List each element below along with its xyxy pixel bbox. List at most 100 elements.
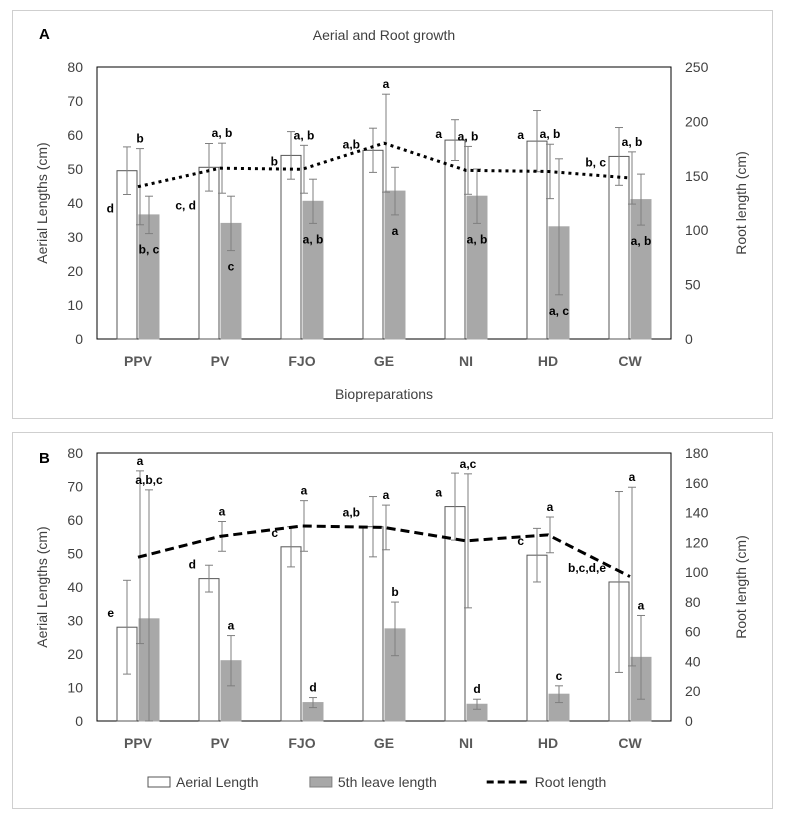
y2-tick-label: 0 bbox=[685, 331, 693, 347]
aerial-error-bar bbox=[451, 119, 459, 161]
leave-letter: c bbox=[556, 669, 563, 683]
root-letter: a bbox=[301, 484, 308, 498]
aerial-letter: b bbox=[271, 154, 278, 168]
aerial-error-bar bbox=[369, 127, 377, 173]
aerial-error-bar bbox=[123, 146, 131, 195]
x-tick-label: PV bbox=[211, 735, 230, 751]
leave-error-bar bbox=[309, 697, 317, 709]
aerial-letter: c bbox=[517, 534, 524, 548]
y2-tick-label: 60 bbox=[685, 624, 701, 640]
leave-error-bar bbox=[391, 601, 399, 657]
root-error-bar bbox=[628, 486, 636, 667]
leave-letter: a, b bbox=[303, 232, 324, 246]
x-tick-label: CW bbox=[618, 353, 642, 369]
y2-tick-label: 200 bbox=[685, 113, 709, 129]
x-tick-label: CW bbox=[618, 735, 642, 751]
y-tick-label: 40 bbox=[67, 195, 83, 211]
y2-tick-label: 100 bbox=[685, 222, 709, 238]
y-tick-label: 40 bbox=[67, 579, 83, 595]
chart-a-svg: A Aerial and Root growth 0 10 20 30 40 50 60 70 80… bbox=[34, 26, 749, 402]
aerial-length-bar bbox=[198, 166, 220, 340]
y-tick-label: 0 bbox=[75, 331, 83, 347]
y2-axis-label: Root length (cm) bbox=[733, 151, 749, 254]
x-tick-label: GE bbox=[374, 353, 394, 369]
y2-tick-label: 160 bbox=[685, 475, 709, 491]
x-tick-label: HD bbox=[538, 353, 558, 369]
y2-tick-label: 250 bbox=[685, 59, 709, 75]
root-letter: b bbox=[136, 132, 143, 146]
leave-error-bar bbox=[145, 489, 153, 722]
leave-error-bar bbox=[227, 195, 235, 252]
legend-label: 5th leave length bbox=[338, 774, 437, 790]
leave-letter: b, c bbox=[139, 243, 160, 257]
y-tick-label: 10 bbox=[67, 680, 83, 696]
aerial-letter: b, c bbox=[585, 155, 606, 169]
leave-letter: d bbox=[473, 682, 480, 696]
leave-error-bar bbox=[473, 698, 481, 710]
y2-tick-label: 140 bbox=[685, 505, 709, 521]
y-axis-label: Aerial Lengths (cm) bbox=[34, 142, 50, 263]
y-tick-label: 60 bbox=[67, 512, 83, 528]
root-letter: a, b bbox=[622, 135, 643, 149]
aerial-length-bar bbox=[280, 154, 302, 340]
y-tick-label: 20 bbox=[67, 263, 83, 279]
leave-error-bar bbox=[309, 178, 317, 224]
leave-letter: b bbox=[391, 585, 398, 599]
aerial-letter: b,c,d,e bbox=[568, 561, 606, 575]
root-letter: a bbox=[137, 454, 144, 468]
aerial-error-bar bbox=[205, 143, 213, 192]
aerial-letter: a bbox=[517, 128, 524, 142]
root-error-bar bbox=[628, 151, 636, 205]
leave-letter: a, b bbox=[631, 234, 652, 248]
leave-error-bar bbox=[555, 685, 563, 704]
root-error-bar bbox=[464, 473, 472, 609]
aerial-length-bar bbox=[116, 170, 138, 340]
aerial-length-bar bbox=[280, 546, 302, 722]
plot-frame bbox=[96, 66, 672, 340]
leave-letter: a bbox=[392, 224, 399, 238]
panel-label: A bbox=[39, 26, 50, 43]
leave-letter: a, b bbox=[467, 232, 488, 246]
y-tick-label: 0 bbox=[75, 713, 83, 729]
y-tick-label: 70 bbox=[67, 479, 83, 495]
y-tick-label: 30 bbox=[67, 613, 83, 629]
y-tick-label: 50 bbox=[67, 161, 83, 177]
leave-error-bar bbox=[391, 166, 399, 216]
aerial-length-bar bbox=[362, 149, 384, 340]
y-tick-label: 80 bbox=[67, 445, 83, 461]
aerial-letter: c, d bbox=[175, 198, 196, 212]
legend-swatch bbox=[147, 776, 171, 788]
aerial-error-bar bbox=[123, 579, 131, 675]
legend-label: Aerial Length bbox=[176, 774, 259, 790]
leave-letter: a,b,c bbox=[135, 473, 163, 487]
y-tick-label: 50 bbox=[67, 546, 83, 562]
leave-error-bar bbox=[227, 635, 235, 687]
y-tick-label: 60 bbox=[67, 127, 83, 143]
aerial-error-bar bbox=[615, 491, 623, 673]
root-letter: a bbox=[383, 488, 390, 502]
aerial-letter: a bbox=[435, 486, 442, 500]
chart-panel-a: A Aerial and Root growth 0 10 20 30 40 50 60 70 80… bbox=[12, 10, 773, 419]
root-error-bar bbox=[464, 145, 472, 195]
x-axis-label: Biopreparations bbox=[335, 386, 433, 402]
root-letter: a, b bbox=[458, 129, 479, 143]
chart-title: Aerial and Root growth bbox=[313, 27, 455, 43]
root-letter: a bbox=[547, 500, 554, 514]
y-tick-label: 30 bbox=[67, 229, 83, 245]
leave-error-bar bbox=[637, 614, 645, 700]
x-tick-label: NI bbox=[459, 353, 473, 369]
leave-error-bar bbox=[145, 195, 153, 235]
y2-tick-label: 100 bbox=[685, 564, 709, 580]
aerial-error-bar bbox=[533, 527, 541, 583]
x-tick-label: HD bbox=[538, 735, 558, 751]
x-tick-label: GE bbox=[374, 735, 394, 751]
leave-error-bar bbox=[637, 173, 645, 226]
y2-tick-label: 40 bbox=[685, 653, 701, 669]
aerial-letter: a bbox=[435, 127, 442, 141]
root-letter: a,c bbox=[460, 457, 477, 471]
root-length-line bbox=[137, 141, 631, 189]
y2-tick-label: 180 bbox=[685, 445, 709, 461]
root-letter: a bbox=[219, 504, 226, 518]
chart-b-svg: B 0 10 20 30 40 50 60 70 80 0 20 40 60 80 100 120 140 160 1… bbox=[34, 445, 749, 790]
y-axis-label: Aerial Lengths (cm) bbox=[34, 526, 50, 647]
